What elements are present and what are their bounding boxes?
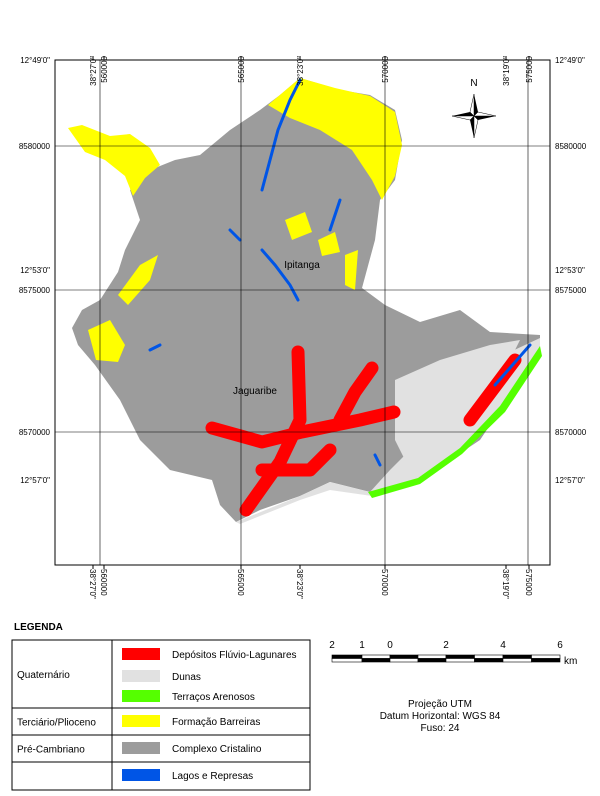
scale-label: 4 [500, 640, 506, 651]
grid-label: 8575000 [19, 286, 51, 295]
grid-label: 570000 [381, 55, 390, 82]
scale-segment [445, 658, 475, 663]
scale-segment [389, 654, 419, 659]
depositos-fluvio-lagunares [255, 443, 337, 477]
legend-label: Complexo Cristalino [172, 744, 262, 755]
scale-segment [531, 654, 561, 659]
projection-line: Fuso: 24 [421, 723, 460, 734]
scale-segment [474, 654, 504, 659]
legend-swatch [122, 742, 160, 754]
grid-label: 12°49'0" [20, 56, 50, 65]
grid [55, 60, 550, 565]
legend-group: Terciário/Plioceno [17, 718, 96, 729]
grid-label: 38°23'0" [296, 56, 305, 86]
scale-unit: km [564, 656, 577, 667]
grid-label: 8570000 [555, 428, 587, 437]
legend-title: LEGENDA [14, 622, 63, 633]
lagos [260, 248, 300, 302]
grid-label: 12°49'0" [555, 56, 585, 65]
scale-segment [361, 658, 391, 663]
formacao-barreiras [268, 78, 402, 200]
grid-label: 560000 [99, 569, 108, 596]
grid-label: 12°57'0" [20, 476, 50, 485]
legend-label: Formação Barreiras [172, 717, 260, 728]
grid-label: 8580000 [555, 142, 587, 151]
scale-segment [502, 658, 532, 663]
depositos-fluvio-lagunares [333, 361, 379, 427]
grid-label: 38°19'0" [501, 569, 510, 599]
place-label: Ipitanga [284, 260, 320, 271]
scale-segment [331, 658, 363, 663]
grid-label: 38°19'0" [502, 56, 511, 86]
formacao-barreiras [118, 255, 158, 305]
grid-label: 12°57'0" [555, 476, 585, 485]
scale-label: 1 [359, 640, 365, 651]
scale-segment [417, 654, 447, 659]
grid-label: 575000 [524, 569, 533, 596]
grid-label: 38°27'0" [88, 569, 97, 599]
scale-segment [502, 654, 532, 659]
north-arrow: N [451, 78, 497, 139]
legend-swatch [122, 690, 160, 702]
projection-line: Datum Horizontal: WGS 84 [380, 711, 501, 722]
grid-label: 8580000 [19, 142, 51, 151]
legend-group: Pré-Cambriano [17, 745, 85, 756]
scale-bar: 2 1 0 2 4 6km [329, 640, 577, 667]
grid-label: 12°53'0" [20, 266, 50, 275]
grid-labels: 38°27'0" 560000 565000 38°23'0" 570000 38°19'… [19, 55, 587, 599]
arrow-light [451, 93, 497, 139]
grid-label: 570000 [380, 569, 389, 596]
grid-label: 560000 [100, 55, 109, 82]
north-label: N [470, 78, 477, 89]
scale-label: 0 [387, 640, 393, 651]
scale-segment [361, 654, 391, 659]
scale-segment [531, 658, 561, 663]
scale-segment [417, 658, 447, 663]
grid-label: 565000 [236, 569, 245, 596]
legend-label: Lagos e Represas [172, 771, 253, 782]
legend-label: Dunas [172, 672, 201, 683]
legend-label: Depósitos Flúvio-Lagunares [172, 650, 297, 661]
place-label: Jaguaribe [233, 386, 277, 397]
scale-label: 2 [329, 640, 335, 651]
legend-group: Quaternário [17, 670, 70, 681]
legend-swatch [122, 769, 160, 781]
projection-line: Projeção UTM [408, 699, 472, 710]
formacao-barreiras [68, 125, 160, 196]
scale-segment [445, 654, 475, 659]
grid-label: 12°53'0" [555, 266, 585, 275]
scale-segment [474, 658, 504, 663]
legend-swatch [122, 715, 160, 727]
grid-label: 8575000 [555, 286, 587, 295]
scale-label: 2 [443, 640, 449, 651]
grid-label: 575000 [525, 55, 534, 82]
grid-label: 8570000 [19, 428, 51, 437]
formacao-barreiras [285, 212, 358, 290]
legend-swatch [122, 670, 160, 682]
legend-swatch [122, 648, 160, 660]
scale-segment [389, 658, 419, 663]
lagos [260, 78, 302, 192]
scale-segment [331, 654, 363, 659]
grid-label: 38°27'0" [89, 56, 98, 86]
grid-label: 38°23'0" [295, 569, 304, 599]
scale-label: 6 [557, 640, 563, 651]
grid-label: 565000 [237, 55, 246, 82]
geology [68, 78, 542, 524]
legend-label: Terraços Arenosos [172, 692, 255, 703]
lagos [148, 198, 532, 467]
legend-table [11, 639, 311, 791]
formacao-barreiras [88, 320, 125, 362]
legend: Quaternário Terciário/Plioceno Pré-Cambria… [11, 639, 311, 791]
dunas [395, 340, 520, 470]
